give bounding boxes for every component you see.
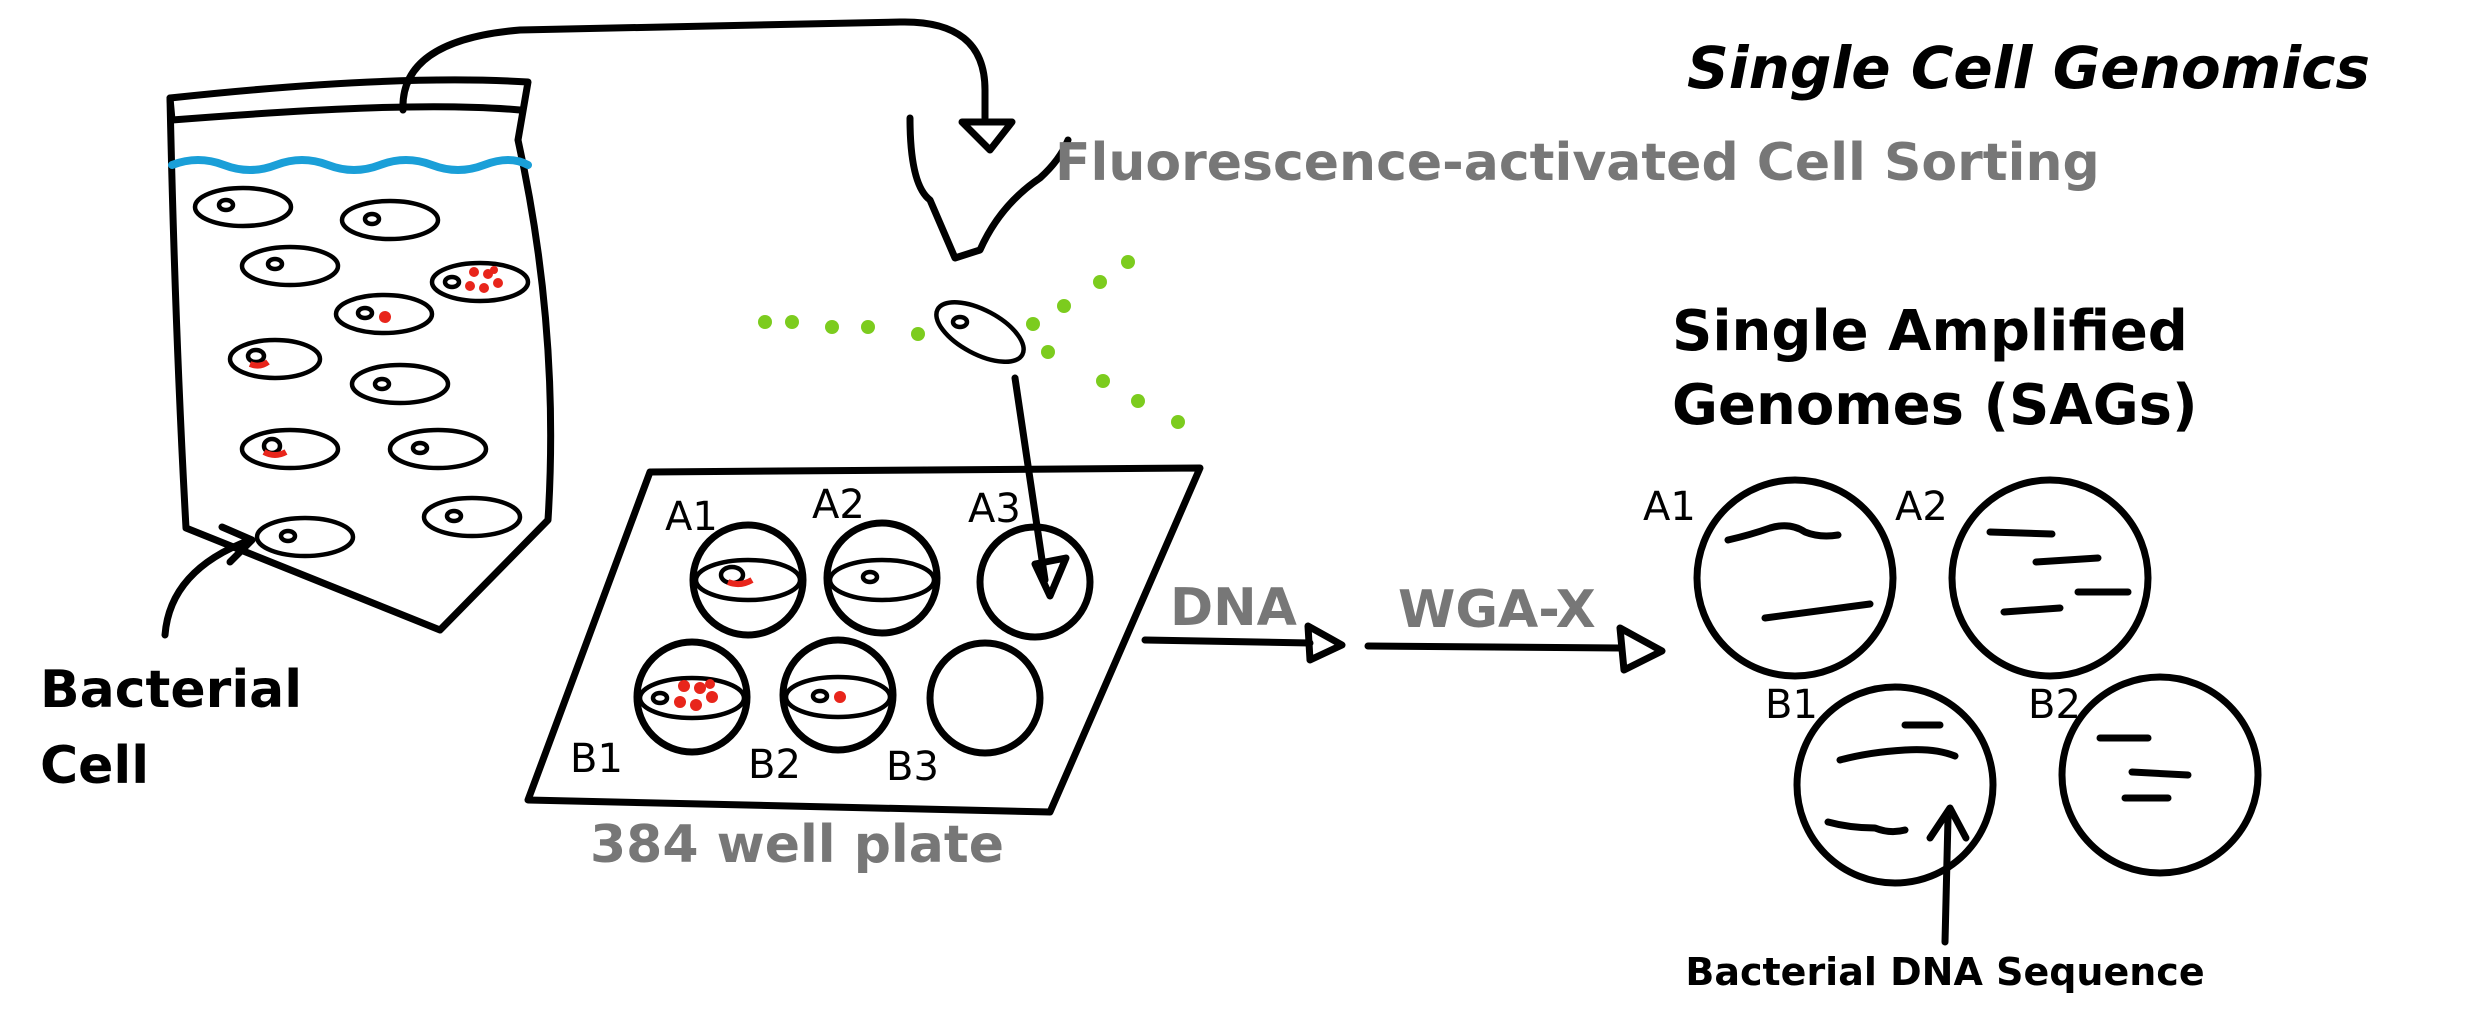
well-label-b1: B1 [570, 736, 623, 782]
well-label-a2: A2 [812, 482, 865, 528]
bacterial-cell [349, 362, 451, 406]
bacterial-cell [192, 185, 294, 229]
well-a2 [823, 519, 941, 637]
laser-beam-dots [758, 255, 1185, 429]
bacterial-cell [387, 427, 489, 471]
bacterial-cell-label: Bacterial [40, 660, 302, 720]
sag-b1 [1793, 683, 1997, 887]
bacterial-cell-with-dna [227, 337, 323, 381]
sag-b2 [2058, 673, 2262, 877]
dna-sequence-label: Bacterial DNA Sequence [1685, 950, 2204, 994]
sample-transfer-arrow [399, 18, 1016, 154]
bacterial-cell-with-dna [239, 427, 341, 471]
wga-step-label: WGA-X [1398, 580, 1596, 640]
well-label-a3: A3 [968, 486, 1021, 532]
sag-label-b1: B1 [1765, 682, 1818, 728]
bacterial-cell-pointer [161, 523, 256, 639]
sag-label-a2: A2 [1895, 484, 1948, 530]
sag-label-a1: A1 [1643, 484, 1696, 530]
sags-title-line1: Single Amplified [1672, 299, 2188, 364]
sample-beaker [166, 76, 555, 634]
well-b3 [926, 639, 1044, 757]
wga-step-arrow [1364, 624, 1666, 674]
well-label-b2: B2 [748, 742, 801, 788]
plate-caption: 384 well plate [590, 815, 1004, 875]
well-plate: 384 well plate A1 A2 A3 B1 [524, 464, 1204, 875]
sag-a1 [1693, 476, 1897, 680]
bacterial-cell [421, 495, 523, 539]
bacterial-cell-label-line2: Cell [40, 736, 149, 796]
facs-label: Fluorescence-activated Cell Sorting [1055, 133, 2100, 193]
bacterial-cell-with-dna [429, 260, 531, 304]
sort-into-well-arrow [1011, 374, 1070, 600]
well-label-b3: B3 [886, 744, 939, 790]
dna-step-arrow [1141, 622, 1346, 664]
sag-label-b2: B2 [2028, 682, 2081, 728]
bacterial-cell [239, 244, 341, 288]
water-line [168, 156, 532, 174]
sags-title-line2: Genomes (SAGs) [1672, 373, 2198, 438]
well-label-a1: A1 [665, 494, 718, 540]
dna-step-label: DNA [1170, 578, 1297, 638]
well-a3 [976, 523, 1094, 641]
well-a1 [689, 521, 807, 639]
bacterial-cell-with-dna [333, 292, 435, 336]
well-b2 [779, 636, 897, 754]
well-b1 [633, 638, 751, 756]
diagram-title: Single Cell Genomics [1687, 34, 2370, 102]
bacterial-cell-highlighted [254, 515, 356, 559]
beaker-cells [192, 185, 531, 559]
sag-a2 [1948, 476, 2152, 680]
dna-sequence-pointer [1926, 804, 1970, 946]
facs-nozzle [906, 114, 1072, 262]
bacterial-cell [339, 198, 441, 242]
sorted-cell [934, 299, 1026, 365]
